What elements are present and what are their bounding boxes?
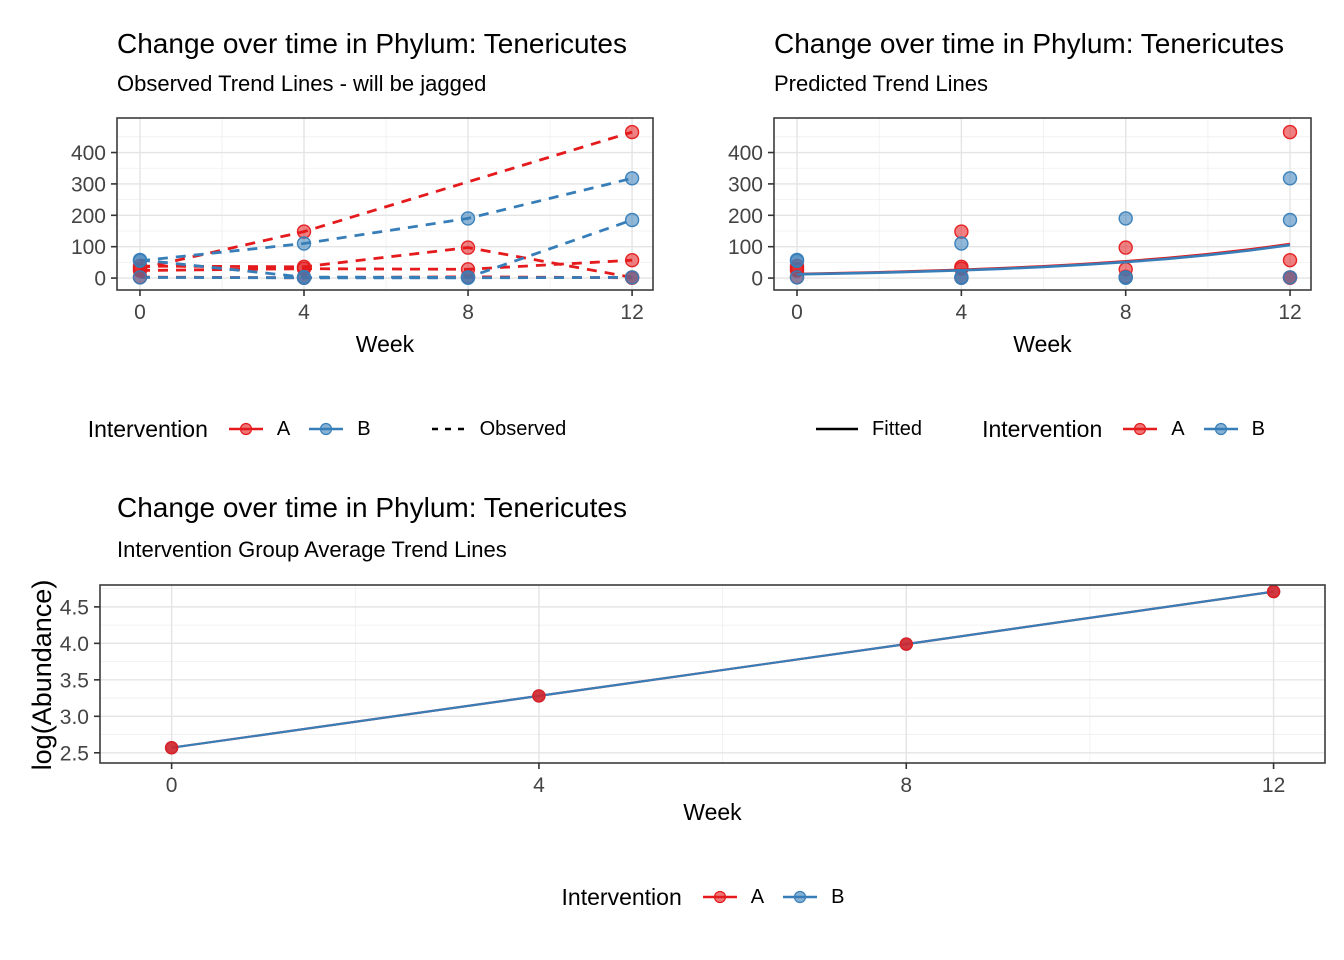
observed-dashed-line-icon — [431, 418, 467, 440]
average-plot-svg: 0 4 8 12 2.5 3.0 3.5 4.0 4.5 — [60, 584, 1326, 797]
x-tick-label: 8 — [462, 301, 474, 324]
legend-entry-observed: Observed — [431, 417, 567, 441]
x-tick-label: 8 — [900, 774, 912, 797]
y-tick-label: 0 — [751, 268, 763, 291]
legend-entry-fitted: Fitted — [815, 418, 922, 441]
x-tick-label: 0 — [791, 301, 803, 324]
x-axis-title: Week — [683, 799, 742, 825]
y-tick-label: 0 — [94, 268, 106, 291]
legend-entry-a: A — [702, 886, 764, 909]
legend-entry-b: B — [782, 886, 844, 909]
legend-label-observed: Observed — [479, 417, 567, 440]
y-tick-label: 300 — [728, 173, 763, 196]
intervention-a-key-icon — [228, 418, 264, 440]
y-tick-label: 300 — [71, 173, 106, 196]
legend-title: Intervention — [982, 415, 1103, 442]
x-tick-label: 0 — [134, 301, 146, 324]
x-tick-label: 4 — [533, 774, 545, 797]
y-tick-label: 4.5 — [60, 596, 89, 619]
page-title: Change over time in Phylum: Tenericutes — [774, 28, 1284, 59]
observed-chart-panel: 0 4 8 12 0 100 200 300 400 Change over time in P… — [0, 0, 672, 462]
y-tick-label: 3.5 — [60, 669, 89, 692]
y-tick-label: 200 — [71, 205, 106, 228]
intervention-b-key-icon — [1203, 418, 1239, 440]
x-tick-label: 0 — [166, 774, 178, 797]
x-tick-label: 12 — [620, 301, 643, 324]
page-title: Change over time in Phylum: Tenericutes — [117, 28, 627, 59]
predicted-plot-svg: 0 4 8 12 0 100 200 300 400 — [728, 117, 1312, 324]
intervention-b-key-icon — [782, 886, 818, 908]
legend-entry-a: A — [228, 418, 290, 441]
legend-label-a: A — [750, 885, 765, 908]
page-title: Change over time in Phylum: Tenericutes — [117, 492, 627, 523]
legend-label-a: A — [276, 417, 291, 440]
observed-plot-svg: 0 4 8 12 0 100 200 300 400 — [71, 117, 654, 324]
x-axis-title: Week — [1013, 331, 1072, 357]
y-tick-label: 400 — [71, 142, 106, 165]
x-tick-label: 4 — [298, 301, 310, 324]
x-tick-label: 12 — [1262, 774, 1285, 797]
observed-legend: Intervention A B Observed — [60, 406, 612, 452]
legend-entry-a: A — [1122, 417, 1185, 441]
y-tick-label: 100 — [71, 236, 106, 259]
y-tick-label: 3.0 — [60, 706, 89, 729]
x-axis-title: Week — [355, 331, 415, 357]
y-tick-label: 400 — [728, 142, 763, 165]
x-tick-label: 8 — [1120, 301, 1132, 324]
chart-subtitle: Observed Trend Lines - will be jagged — [117, 71, 487, 96]
predicted-legend: Fitted Intervention A B — [762, 406, 1336, 452]
legend-label-a: A — [1171, 417, 1185, 440]
predicted-chart-panel: 0 4 8 12 0 100 200 300 400 Change over time in P… — [672, 0, 1344, 462]
x-tick-label: 12 — [1278, 301, 1301, 324]
x-tick-label: 4 — [956, 301, 968, 324]
legend-title: Intervention — [87, 415, 208, 442]
average-chart-panel: 0 4 8 12 2.5 3.0 3.5 4.0 4.5 Change over time in… — [0, 462, 1344, 960]
y-axis-title: log(Abundance) — [27, 579, 57, 771]
legend-title: Intervention — [561, 883, 682, 910]
legend-label-b: B — [1251, 417, 1265, 440]
legend-label-fitted: Fitted — [872, 417, 923, 440]
legend-label-b: B — [357, 417, 371, 440]
intervention-b-key-icon — [308, 418, 344, 440]
y-tick-label: 2.5 — [60, 742, 89, 765]
y-tick-label: 200 — [728, 205, 763, 228]
legend-label-b: B — [831, 885, 845, 908]
legend-entry-b: B — [308, 417, 371, 441]
y-tick-label: 4.0 — [60, 633, 89, 656]
average-legend: Intervention A B — [40, 874, 1344, 920]
intervention-a-key-icon — [702, 886, 738, 908]
intervention-a-key-icon — [1122, 418, 1158, 440]
fitted-solid-line-icon — [815, 418, 859, 440]
chart-subtitle: Intervention Group Average Trend Lines — [117, 537, 507, 562]
y-tick-label: 100 — [728, 236, 763, 259]
legend-entry-b: B — [1203, 418, 1265, 441]
chart-subtitle: Predicted Trend Lines — [774, 71, 989, 96]
